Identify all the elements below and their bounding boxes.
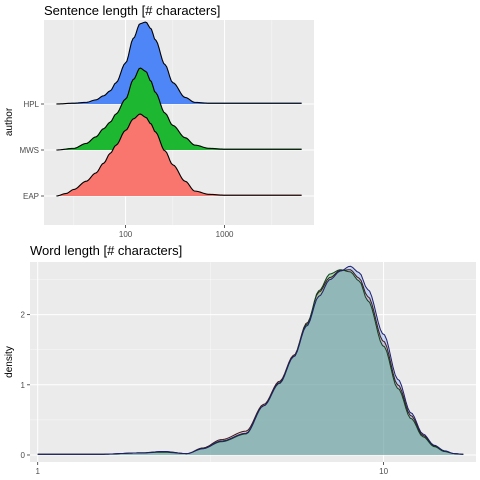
chart-title-word-length: Word length [# characters] — [30, 243, 182, 258]
ridge-line-hpl — [56, 21, 302, 105]
x-tick-label: 1 — [35, 467, 40, 476]
density-fill-eap — [37, 269, 464, 455]
x-tick-label: 1000 — [216, 230, 234, 239]
y-tick-label-eap: EAP — [23, 192, 39, 201]
x-tick-label: 10 — [379, 467, 388, 476]
sentence-length-ridges — [56, 21, 302, 197]
word-length-y-axis-label: density — [4, 346, 15, 378]
y-tick-label-hpl: HPL — [23, 100, 39, 109]
word-length-density-areas — [37, 265, 464, 455]
sentence-length-axes: EAP MWS HPL 100 1000 — [19, 100, 234, 239]
y-tick-label: 1 — [21, 381, 26, 390]
word-length-panel — [30, 262, 476, 462]
density-line-mws — [37, 265, 464, 455]
ridge-fill-mws — [56, 68, 302, 150]
y-tick-label-mws: MWS — [19, 146, 39, 155]
ridge-line-eap — [56, 113, 302, 197]
ridge-line-mws — [56, 67, 302, 151]
y-tick-label: 0 — [21, 451, 26, 460]
y-tick-label: 2 — [21, 311, 26, 320]
ridge-fill-eap — [56, 114, 302, 196]
x-tick-label: 100 — [119, 230, 133, 239]
ridge-fill-hpl — [56, 22, 302, 104]
density-fill-hpl — [37, 269, 464, 455]
sentence-length-y-axis-label: author — [4, 107, 15, 136]
chart-title-sentence-length: Sentence length [# characters] — [44, 3, 220, 18]
density-fill-mws — [37, 266, 464, 455]
